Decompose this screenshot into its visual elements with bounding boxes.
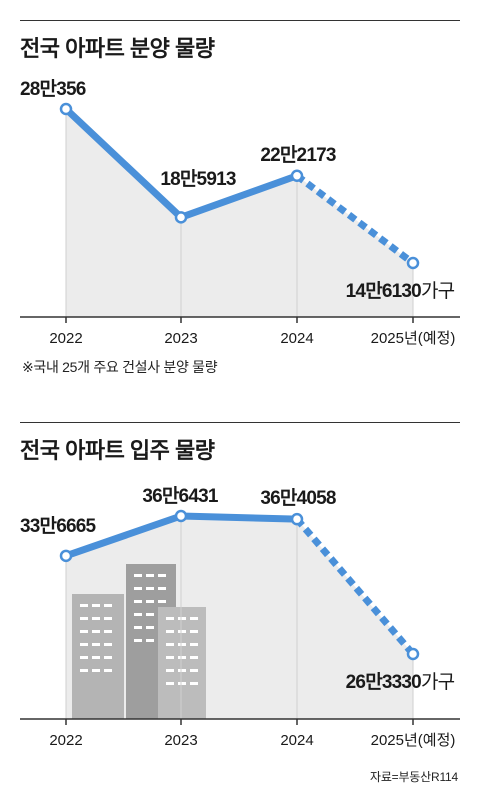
building-window — [190, 656, 198, 659]
x-tick-label: 2024 — [280, 330, 313, 347]
building-window — [92, 656, 100, 659]
building-window — [146, 600, 154, 603]
data-label: 36만6431 — [142, 485, 219, 507]
building-window — [134, 639, 142, 642]
building-window — [104, 630, 112, 633]
building-window — [166, 682, 174, 685]
building-window — [178, 630, 186, 633]
x-tick-label: 2024 — [280, 732, 313, 749]
building-window — [80, 656, 88, 659]
x-tick-label: 2023 — [164, 330, 197, 347]
building-window — [190, 630, 198, 633]
chart-supply: 28만356 18만5913 22만2173 14만6130가구 2022 2023 202… — [20, 78, 460, 347]
building-window — [104, 617, 112, 620]
data-label: 22만2173 — [260, 144, 336, 166]
building-window — [158, 587, 166, 590]
building-window — [134, 587, 142, 590]
building-window — [104, 669, 112, 672]
building-window — [92, 630, 100, 633]
unit-label: 가구 — [421, 671, 455, 693]
building-window — [104, 604, 112, 607]
building-window — [158, 574, 166, 577]
buildings-illustration — [72, 564, 206, 719]
data-point — [59, 549, 73, 563]
unit-label: 가구 — [421, 280, 455, 302]
building-window — [80, 604, 88, 607]
building-window — [190, 669, 198, 672]
top-rule-2 — [20, 422, 460, 423]
building-window — [178, 617, 186, 620]
building-window — [178, 669, 186, 672]
building-window — [134, 600, 142, 603]
building-window — [166, 656, 174, 659]
data-point — [59, 102, 73, 116]
series-line-projected — [294, 516, 416, 657]
x-tick-label: 2023 — [164, 732, 197, 749]
area-fill — [66, 109, 413, 317]
building-window — [178, 682, 186, 685]
building-window — [178, 643, 186, 646]
building-window — [80, 669, 88, 672]
chart-move-in: 33만6665 36만6431 36만4058 26만3330가구 2022 2023 20… — [20, 485, 460, 749]
building-window — [80, 643, 88, 646]
data-point — [406, 256, 420, 270]
data-label: 14만6130가구 — [346, 280, 455, 302]
source-note: 자료=부동산R114 — [369, 770, 458, 784]
building-window — [178, 656, 186, 659]
data-point — [290, 512, 304, 526]
building-window — [146, 613, 154, 616]
building-window — [92, 604, 100, 607]
building-window — [146, 587, 154, 590]
footnote-1: ※국내 25개 주요 건설사 분양 물량 — [22, 359, 218, 375]
series-line-projected — [294, 172, 416, 266]
building-3 — [158, 607, 206, 719]
building-window — [190, 643, 198, 646]
building-window — [104, 656, 112, 659]
building-window — [166, 630, 174, 633]
building-window — [190, 682, 198, 685]
data-point — [406, 647, 420, 661]
building-window — [80, 617, 88, 620]
building-window — [190, 617, 198, 620]
building-window — [158, 600, 166, 603]
building-window — [166, 643, 174, 646]
data-point — [174, 211, 188, 224]
x-tick-label: 2025년(예정) — [371, 732, 456, 749]
x-tick-label: 2022 — [49, 732, 82, 749]
chart-title-1: 전국 아파트 분양 물량 — [20, 36, 215, 61]
x-tick-label: 2022 — [49, 330, 82, 347]
building-window — [104, 643, 112, 646]
building-window — [92, 643, 100, 646]
building-window — [92, 669, 100, 672]
top-rule-1 — [20, 20, 460, 21]
data-point — [174, 509, 188, 523]
building-window — [134, 613, 142, 616]
data-point — [290, 169, 304, 183]
building-window — [166, 669, 174, 672]
building-window — [166, 617, 174, 620]
chart-title-2: 전국 아파트 입주 물량 — [20, 438, 215, 463]
data-label: 18만5913 — [160, 168, 236, 190]
data-label: 26만3330가구 — [346, 671, 455, 693]
building-window — [146, 574, 154, 577]
x-tick-label: 2025년(예정) — [371, 330, 456, 347]
data-label: 28만356 — [20, 78, 86, 100]
building-window — [146, 639, 154, 642]
data-label: 33만6665 — [20, 515, 97, 537]
building-window — [80, 630, 88, 633]
data-label: 36만4058 — [260, 487, 336, 509]
building-window — [92, 617, 100, 620]
building-window — [134, 626, 142, 629]
building-window — [146, 626, 154, 629]
building-window — [134, 574, 142, 577]
